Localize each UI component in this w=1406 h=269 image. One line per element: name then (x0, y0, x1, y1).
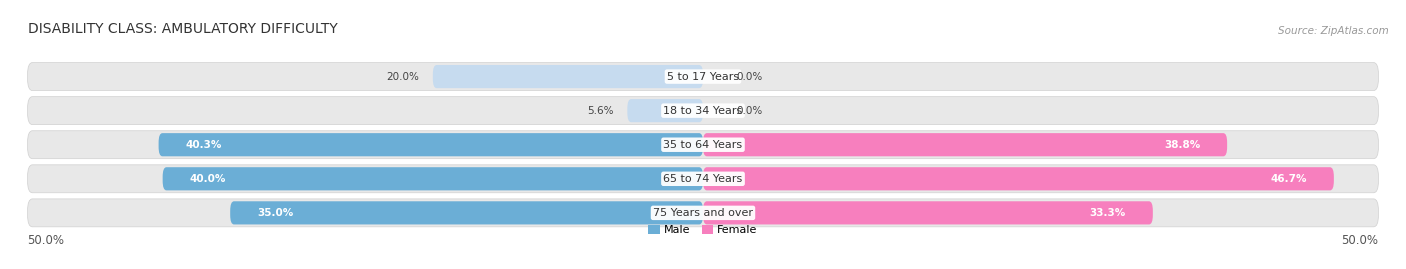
Text: 20.0%: 20.0% (387, 72, 419, 82)
Text: 35 to 64 Years: 35 to 64 Years (664, 140, 742, 150)
FancyBboxPatch shape (28, 199, 1378, 227)
FancyBboxPatch shape (159, 133, 703, 156)
FancyBboxPatch shape (28, 131, 1378, 159)
FancyBboxPatch shape (433, 65, 703, 88)
FancyBboxPatch shape (163, 167, 703, 190)
FancyBboxPatch shape (28, 97, 1378, 125)
Text: 5.6%: 5.6% (588, 106, 614, 116)
Text: 40.3%: 40.3% (186, 140, 222, 150)
FancyBboxPatch shape (231, 201, 703, 224)
Legend: Male, Female: Male, Female (648, 225, 758, 235)
Text: 46.7%: 46.7% (1271, 174, 1306, 184)
Text: 33.3%: 33.3% (1090, 208, 1126, 218)
Text: DISABILITY CLASS: AMBULATORY DIFFICULTY: DISABILITY CLASS: AMBULATORY DIFFICULTY (28, 22, 337, 36)
Text: 75 Years and over: 75 Years and over (652, 208, 754, 218)
FancyBboxPatch shape (703, 201, 1153, 224)
Text: Source: ZipAtlas.com: Source: ZipAtlas.com (1278, 26, 1389, 36)
FancyBboxPatch shape (703, 133, 1227, 156)
Text: 65 to 74 Years: 65 to 74 Years (664, 174, 742, 184)
Text: 5 to 17 Years: 5 to 17 Years (666, 72, 740, 82)
Text: 50.0%: 50.0% (1341, 234, 1378, 247)
Text: 0.0%: 0.0% (737, 106, 763, 116)
Text: 35.0%: 35.0% (257, 208, 294, 218)
Text: 38.8%: 38.8% (1164, 140, 1201, 150)
Text: 40.0%: 40.0% (190, 174, 226, 184)
FancyBboxPatch shape (28, 63, 1378, 91)
Text: 50.0%: 50.0% (28, 234, 65, 247)
FancyBboxPatch shape (703, 167, 1334, 190)
Text: 18 to 34 Years: 18 to 34 Years (664, 106, 742, 116)
Text: 0.0%: 0.0% (737, 72, 763, 82)
FancyBboxPatch shape (627, 99, 703, 122)
FancyBboxPatch shape (28, 165, 1378, 193)
